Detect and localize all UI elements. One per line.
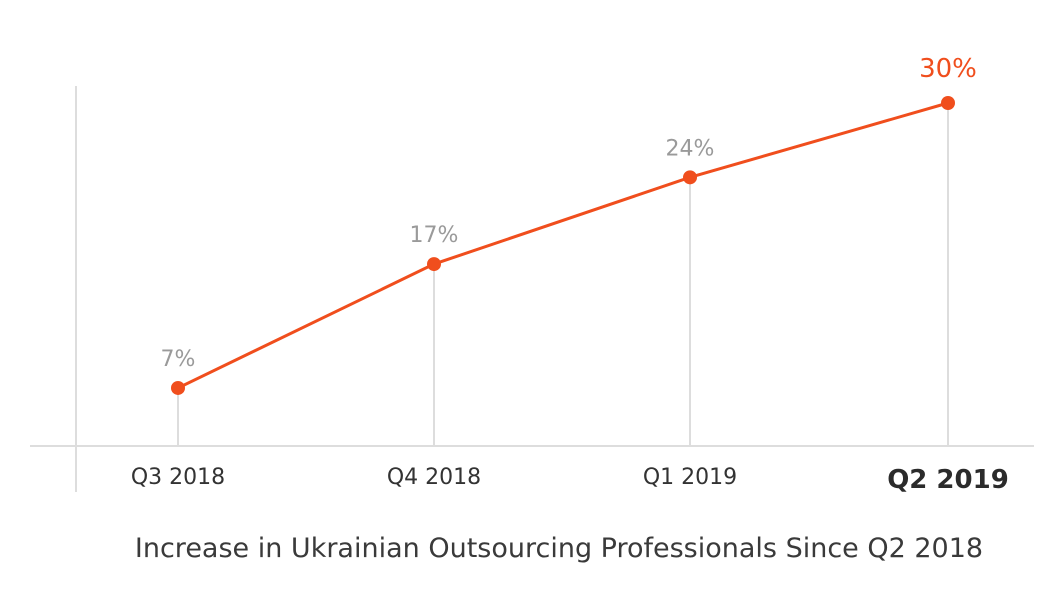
data-label: 17% bbox=[410, 223, 459, 248]
data-label: 30% bbox=[919, 54, 977, 84]
data-labels: 7% 17% 24% 30% bbox=[161, 54, 977, 372]
x-tick-label: Q3 2018 bbox=[131, 465, 225, 490]
x-tick-labels: Q3 2018 Q4 2018 Q1 2019 Q2 2019 bbox=[131, 465, 1009, 495]
x-tick-label: Q2 2019 bbox=[887, 465, 1009, 495]
data-point bbox=[427, 257, 441, 272]
x-tick-label: Q4 2018 bbox=[387, 465, 481, 490]
data-point bbox=[683, 170, 697, 185]
series-line bbox=[177, 101, 949, 390]
chart-title: Increase in Ukrainian Outsourcing Profes… bbox=[134, 533, 984, 564]
data-label: 24% bbox=[666, 136, 715, 161]
x-tick-label: Q1 2019 bbox=[643, 465, 737, 490]
data-points bbox=[171, 96, 955, 395]
drop-lines bbox=[177, 103, 949, 446]
data-label: 7% bbox=[161, 347, 196, 372]
data-point bbox=[171, 380, 185, 395]
data-point bbox=[941, 96, 955, 110]
